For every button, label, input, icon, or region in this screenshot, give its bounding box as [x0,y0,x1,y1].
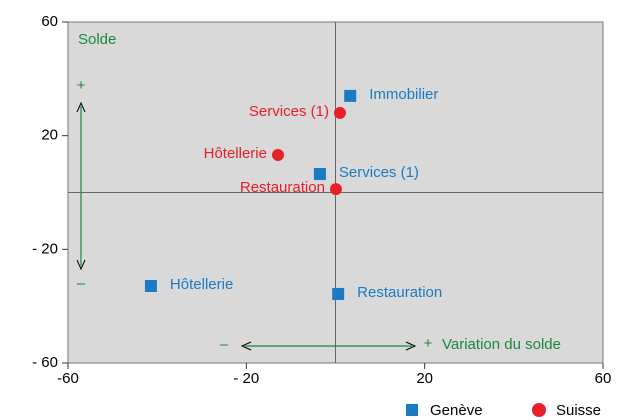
x-tick-label: -60 [57,370,79,387]
point-label: Hôtellerie [204,145,267,162]
point [344,89,357,102]
legend-marker [532,403,546,417]
point-label: Restauration [240,179,325,196]
point [333,106,346,119]
y-tick-label: - 60 [32,354,58,371]
x-arrow-heads [240,341,417,351]
point-label: Immobilier [369,86,438,103]
point [313,168,326,181]
x-tick-label: 20 [416,370,433,387]
annotation: – [77,275,86,292]
point [271,148,284,161]
annotation: + [424,335,433,352]
legend-marker [406,404,418,416]
y-arrow-heads [76,101,86,271]
annotation: + [77,77,86,94]
x-axis-label: Variation du solde [442,336,561,353]
y-tick-label: - 20 [32,240,58,257]
point-label: Services (1) [249,103,329,120]
x-tick-label: 60 [595,370,612,387]
y-tick-label: 20 [41,127,58,144]
point-label: Hôtellerie [170,276,233,293]
y-axis-label: Solde [78,31,116,48]
point [332,287,345,300]
point-label: Restauration [357,284,442,301]
legend-label: Genève [430,402,483,419]
legend-label: Suisse [556,402,601,419]
point-label: Services (1) [339,164,419,181]
x-tick-label: - 20 [233,370,259,387]
point [144,279,157,292]
y-tick-label: 60 [41,13,58,30]
annotation: – [220,336,229,353]
point [329,183,342,196]
